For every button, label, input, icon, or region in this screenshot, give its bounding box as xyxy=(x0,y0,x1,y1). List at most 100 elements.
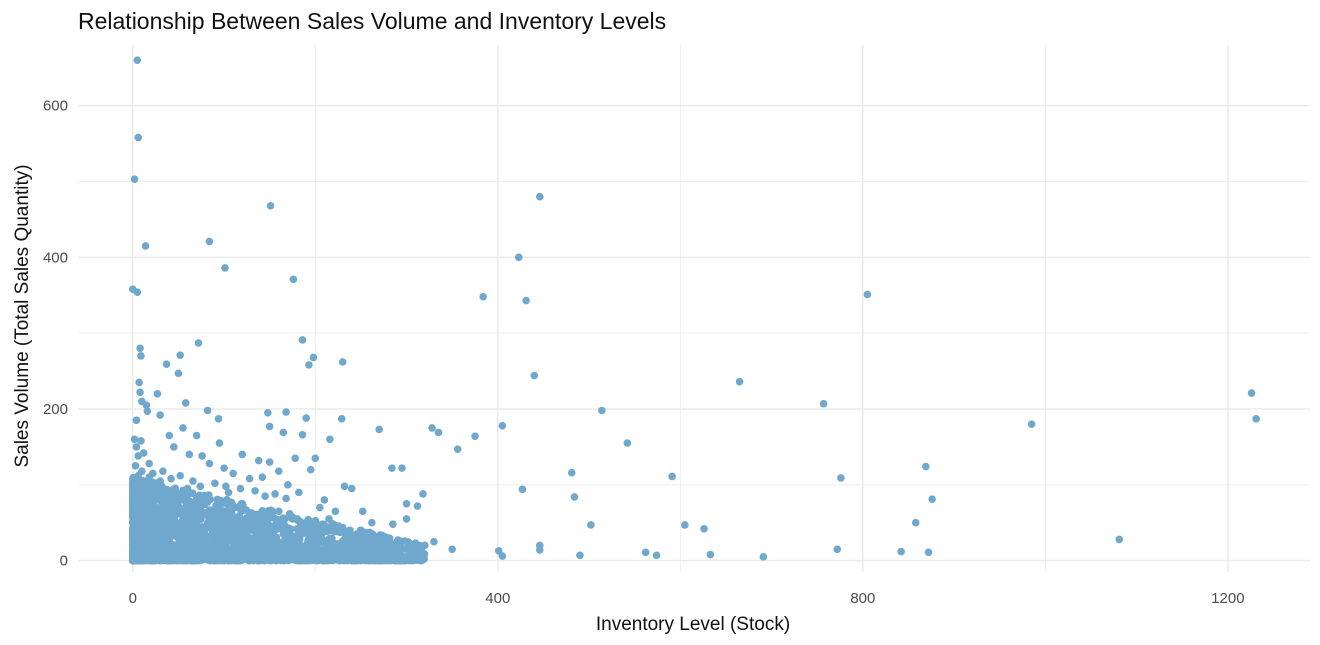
data-point xyxy=(379,536,388,545)
data-point xyxy=(291,454,299,463)
data-point xyxy=(365,551,374,559)
data-point xyxy=(245,535,253,544)
data-point xyxy=(1247,389,1256,397)
data-point xyxy=(285,510,294,518)
data-point xyxy=(570,493,579,501)
data-point xyxy=(419,490,427,498)
data-point xyxy=(242,552,250,561)
data-point xyxy=(214,498,223,506)
data-point xyxy=(206,495,215,504)
data-point xyxy=(252,532,260,540)
data-point xyxy=(298,336,307,344)
data-point xyxy=(129,545,138,553)
data-point xyxy=(305,361,313,369)
data-point xyxy=(338,523,347,532)
data-point xyxy=(185,450,194,459)
data-point xyxy=(535,192,544,201)
data-point xyxy=(263,550,272,559)
data-point xyxy=(184,542,192,551)
data-point xyxy=(132,416,141,425)
y-tick-label: 600 xyxy=(43,98,68,115)
data-point xyxy=(265,458,274,466)
data-point xyxy=(327,555,336,564)
data-point xyxy=(309,353,318,362)
data-point xyxy=(206,512,215,521)
data-point xyxy=(176,471,185,480)
data-point xyxy=(134,452,143,460)
data-point xyxy=(181,399,190,407)
data-point xyxy=(217,530,225,539)
data-point xyxy=(295,488,303,497)
data-point xyxy=(132,508,140,516)
data-point xyxy=(222,482,230,491)
data-point xyxy=(325,534,334,543)
data-point xyxy=(162,360,171,369)
data-point xyxy=(197,515,205,523)
data-point xyxy=(404,545,413,554)
data-point xyxy=(681,521,689,529)
data-point xyxy=(246,525,255,534)
chart-title: Relationship Between Sales Volume and In… xyxy=(78,8,667,34)
data-point xyxy=(205,459,214,468)
data-point xyxy=(370,546,379,555)
data-point xyxy=(266,201,275,210)
data-point xyxy=(136,344,144,353)
data-point xyxy=(239,523,247,532)
data-point xyxy=(400,537,409,545)
data-point xyxy=(1252,415,1260,423)
data-point xyxy=(587,521,595,529)
data-point xyxy=(143,521,152,530)
data-point xyxy=(230,532,239,541)
x-tick-label: 400 xyxy=(485,590,510,607)
data-point xyxy=(198,452,206,460)
data-point xyxy=(139,497,148,506)
data-point xyxy=(308,527,317,535)
data-point xyxy=(134,133,143,142)
data-point xyxy=(309,554,317,563)
data-point xyxy=(149,486,158,494)
data-point xyxy=(393,556,401,565)
data-point xyxy=(201,525,210,533)
data-point xyxy=(194,508,202,517)
data-point xyxy=(494,546,503,555)
data-point xyxy=(576,551,584,560)
data-point xyxy=(315,522,324,531)
data-point xyxy=(273,555,282,563)
data-point xyxy=(206,550,215,558)
data-point xyxy=(137,437,145,445)
data-point xyxy=(146,480,154,488)
data-point xyxy=(238,450,247,459)
data-point xyxy=(222,499,231,508)
data-point xyxy=(261,518,269,527)
data-point xyxy=(229,469,237,478)
data-point xyxy=(274,467,283,475)
data-point xyxy=(413,553,422,561)
data-point xyxy=(324,526,332,535)
data-point xyxy=(146,534,155,542)
data-point xyxy=(131,462,140,470)
data-point xyxy=(306,465,315,474)
data-point xyxy=(498,421,507,430)
data-point xyxy=(245,519,253,527)
data-point xyxy=(668,472,676,481)
data-point xyxy=(170,443,178,451)
data-point xyxy=(471,432,479,441)
data-point xyxy=(195,543,204,552)
data-point xyxy=(196,482,205,491)
data-point xyxy=(340,482,349,491)
data-point xyxy=(130,530,138,539)
data-point xyxy=(175,537,184,546)
data-point xyxy=(363,538,372,547)
data-point xyxy=(350,547,358,555)
data-point xyxy=(268,536,277,544)
data-point xyxy=(207,555,216,564)
data-point xyxy=(245,474,254,483)
data-point xyxy=(141,242,150,250)
x-axis-title: Inventory Level (Stock) xyxy=(596,614,790,635)
data-point xyxy=(282,408,290,416)
data-point xyxy=(165,543,174,552)
data-point xyxy=(174,369,183,378)
data-point xyxy=(284,480,292,489)
data-point xyxy=(211,479,219,488)
data-point xyxy=(393,537,401,546)
